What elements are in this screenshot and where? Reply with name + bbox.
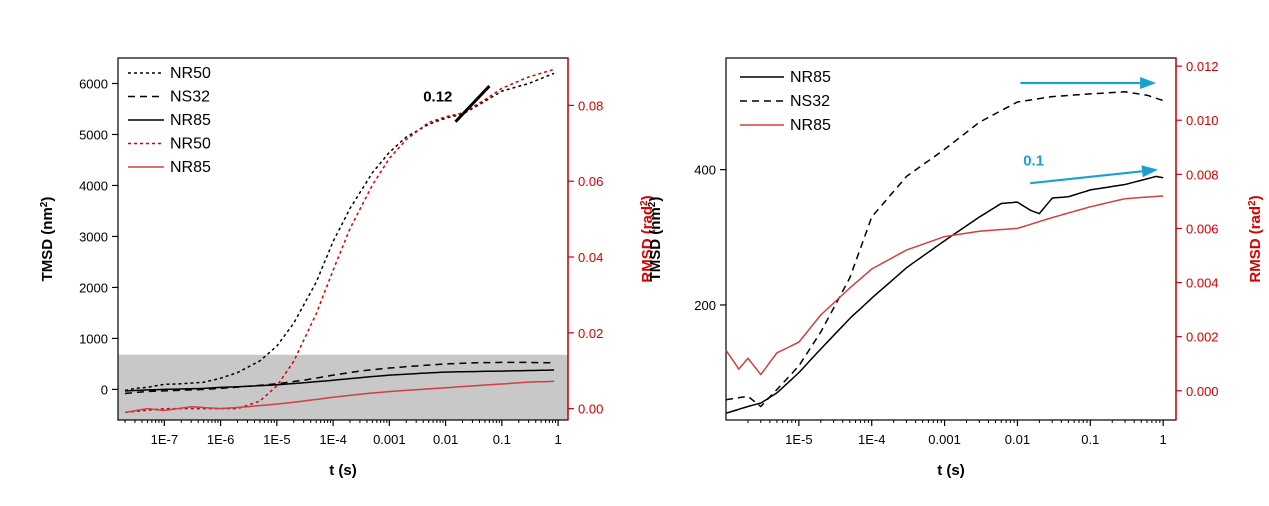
- x-axis-ticks: 1E-5 1E-4 0.001 0.01 0.1 1: [747, 420, 1167, 447]
- y2-tick-label: 0.006: [1186, 221, 1219, 236]
- legend-label: NR85: [790, 117, 831, 134]
- y2-axis-ticks: 0.00 0.02 0.04 0.06 0.08: [567, 58, 603, 420]
- series-line-nr85-left: [124, 369, 555, 392]
- y2-tick-label: 0.06: [578, 174, 603, 189]
- y2-tick-label: 0.04: [578, 250, 603, 265]
- shaded-region: [118, 354, 568, 420]
- x-axis-label: t (s): [937, 462, 965, 479]
- legend-label: NR85: [170, 112, 211, 129]
- y-tick-label: 5000: [79, 127, 108, 142]
- legend: NR85 NS32 NR85: [740, 69, 831, 134]
- y2-axis-ticks: 0.000 0.002 0.004 0.006 0.008 0.010 0.012: [1175, 58, 1219, 420]
- x-tick-label: 1E-4: [858, 432, 885, 447]
- legend-label: NR85: [790, 69, 831, 86]
- y-axis-label: TMSD (nm2): [647, 197, 665, 282]
- slope-annotation: 0.1: [1020, 77, 1159, 185]
- y2-axis-label: RMSD (rad2): [1247, 195, 1265, 282]
- plot-frame: [725, 57, 1177, 421]
- x-tick-label: 1E-5: [263, 432, 290, 447]
- y2-tick-label: 0.010: [1186, 113, 1219, 128]
- legend-label: NR50: [170, 136, 211, 153]
- y2-tick-label: 0.002: [1186, 330, 1219, 345]
- y2-tick-label: 0.012: [1186, 59, 1219, 74]
- legend-label: NS32: [790, 93, 830, 110]
- y-axis-ticks: 0 1000 2000 3000 4000 5000 6000: [79, 76, 118, 397]
- x-tick-label: 1E-7: [151, 432, 178, 447]
- slope-indicator-line: [454, 85, 491, 123]
- series-line-ns32-left: [124, 361, 555, 395]
- x-tick-label: 1E-6: [207, 432, 234, 447]
- series-line-nr85-right: [725, 195, 1164, 376]
- y-tick-label: 4000: [79, 178, 108, 193]
- x-tick-label: 0.01: [433, 432, 458, 447]
- slope-label: 0.12: [423, 88, 452, 105]
- y-tick-label: 2000: [79, 280, 108, 295]
- x-tick-label: 1E-4: [319, 432, 346, 447]
- series-line-nr85-left: [725, 175, 1164, 414]
- series-line-ns32-left: [725, 91, 1164, 408]
- y2-tick-label: 0.02: [578, 326, 603, 341]
- y-tick-label: 400: [694, 163, 716, 178]
- y-tick-label: 6000: [79, 76, 108, 91]
- y2-tick-label: 0.000: [1186, 384, 1219, 399]
- y2-tick-label: 0.008: [1186, 167, 1219, 182]
- legend-label: NR50: [170, 65, 211, 82]
- y-tick-label: 200: [694, 298, 716, 313]
- series-group: [124, 68, 555, 414]
- x-tick-label: 0.1: [493, 432, 511, 447]
- y2-axis-label: RMSD (rad2): [639, 195, 657, 282]
- series-group: [725, 91, 1164, 414]
- slope-annotation: 0.12: [423, 85, 491, 123]
- x-axis-ticks: 1E-7 1E-6 1E-5 1E-4 0.001 0.01 0.1 1: [124, 420, 562, 447]
- x-tick-label: 0.001: [373, 432, 406, 447]
- y-tick-label: 3000: [79, 229, 108, 244]
- series-line-nr85-right: [124, 380, 555, 414]
- slope-arrow-head: [1141, 165, 1159, 178]
- x-tick-label: 0.001: [928, 432, 961, 447]
- slope-arrow-head: [1140, 77, 1157, 90]
- y-tick-label: 1000: [79, 331, 108, 346]
- y2-tick-label: 0.004: [1186, 276, 1219, 291]
- x-tick-label: 1: [1160, 432, 1167, 447]
- y2-tick-label: 0.00: [578, 402, 603, 417]
- y-axis-ticks: 200 400: [694, 163, 726, 313]
- y-axis-label: TMSD (nm2): [39, 197, 57, 282]
- slope-arrow-shaft: [1030, 170, 1143, 185]
- y2-tick-label: 0.08: [578, 98, 603, 113]
- x-axis-label: t (s): [329, 462, 357, 479]
- x-tick-label: 1: [554, 432, 561, 447]
- slope-label: 0.1: [1023, 153, 1044, 170]
- x-tick-label: 0.1: [1081, 432, 1099, 447]
- legend: NR50 NS32 NR85 NR50 NR85: [128, 65, 211, 176]
- x-tick-label: 0.01: [1005, 432, 1030, 447]
- x-tick-label: 1E-5: [785, 432, 812, 447]
- legend-label: NR85: [170, 159, 211, 176]
- left-chart: 1E-7 1E-6 1E-5 1E-4 0.001 0.01 0.1 1 0 1000 2000 3…: [39, 57, 657, 479]
- legend-label: NS32: [170, 89, 210, 106]
- y-tick-label: 0: [101, 382, 108, 397]
